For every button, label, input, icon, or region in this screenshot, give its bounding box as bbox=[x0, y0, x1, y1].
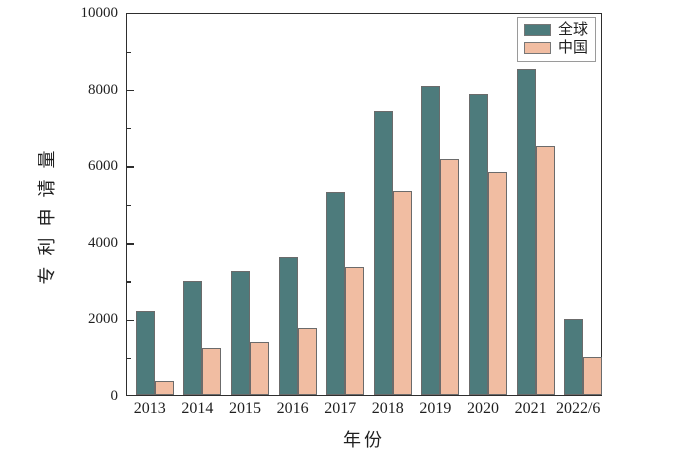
legend-item-全球: 全球 bbox=[523, 21, 588, 39]
y-minor-tick bbox=[127, 357, 131, 360]
legend-swatch-icon bbox=[523, 42, 551, 54]
x-tick-label-2019: 2019 bbox=[419, 400, 452, 417]
x-tick-label-2015: 2015 bbox=[229, 400, 261, 417]
y-major-tick bbox=[127, 319, 134, 322]
y-major-tick bbox=[127, 89, 134, 92]
bar-中国-2020 bbox=[488, 171, 507, 395]
y-tick-label: 8000 bbox=[88, 81, 118, 98]
bar-中国-2022/6 bbox=[583, 356, 603, 395]
x-tick-label-2013: 2013 bbox=[133, 400, 166, 417]
bar-全球-2016 bbox=[278, 257, 298, 395]
bar-中国-2015 bbox=[250, 341, 269, 395]
bar-中国-2016 bbox=[297, 327, 317, 395]
bar-全球-2015 bbox=[231, 270, 250, 395]
y-tick-label: 6000 bbox=[88, 158, 118, 175]
y-tick-label: 4000 bbox=[88, 234, 118, 251]
bar-全球-2018 bbox=[373, 110, 393, 395]
y-minor-tick bbox=[127, 281, 131, 283]
legend-label: 全球 bbox=[557, 22, 588, 38]
bar-中国-2021 bbox=[535, 146, 555, 395]
bar-全球-2021 bbox=[516, 69, 536, 395]
legend: 全球 中国 bbox=[516, 17, 596, 62]
bar-中国-2019 bbox=[440, 159, 460, 395]
legend-item-中国: 中国 bbox=[523, 39, 588, 57]
bar-全球-2019 bbox=[421, 85, 441, 395]
x-tick-label-2021: 2021 bbox=[514, 400, 547, 417]
x-tick-label-2020: 2020 bbox=[467, 400, 499, 417]
legend-swatch-icon bbox=[523, 24, 551, 36]
bar-全球-2017 bbox=[326, 192, 346, 395]
bar-全球-2013 bbox=[135, 310, 155, 395]
bar-中国-2014 bbox=[202, 348, 222, 395]
bar-中国-2013 bbox=[154, 380, 174, 395]
x-tick-label-2022/6: 2022/6 bbox=[555, 400, 601, 417]
y-tick-label: 2000 bbox=[88, 311, 118, 328]
y-major-tick bbox=[127, 166, 134, 168]
y-tick-label: 0 bbox=[110, 388, 119, 404]
x-tick-label-2016: 2016 bbox=[276, 400, 309, 417]
bar-全球-2020 bbox=[469, 93, 488, 395]
y-minor-tick bbox=[127, 51, 131, 53]
bar-全球-2022/6 bbox=[564, 319, 584, 395]
bar-中国-2018 bbox=[392, 190, 412, 395]
x-axis-title: 年份 bbox=[343, 430, 385, 450]
y-minor-tick bbox=[127, 204, 131, 206]
bar-全球-2014 bbox=[183, 281, 203, 395]
x-tick-label-2018: 2018 bbox=[371, 400, 404, 417]
legend-rows: 全球 中国 bbox=[523, 21, 588, 57]
legend-label: 中国 bbox=[557, 40, 588, 56]
y-major-tick bbox=[127, 243, 134, 245]
x-tick-label-2014: 2014 bbox=[181, 400, 214, 417]
y-minor-tick bbox=[127, 128, 131, 130]
x-tick-label-2017: 2017 bbox=[324, 400, 357, 417]
y-tick-label: 10000 bbox=[80, 5, 119, 21]
plot-area: 全球 中国 bbox=[126, 13, 603, 396]
bar-中国-2017 bbox=[345, 266, 365, 395]
